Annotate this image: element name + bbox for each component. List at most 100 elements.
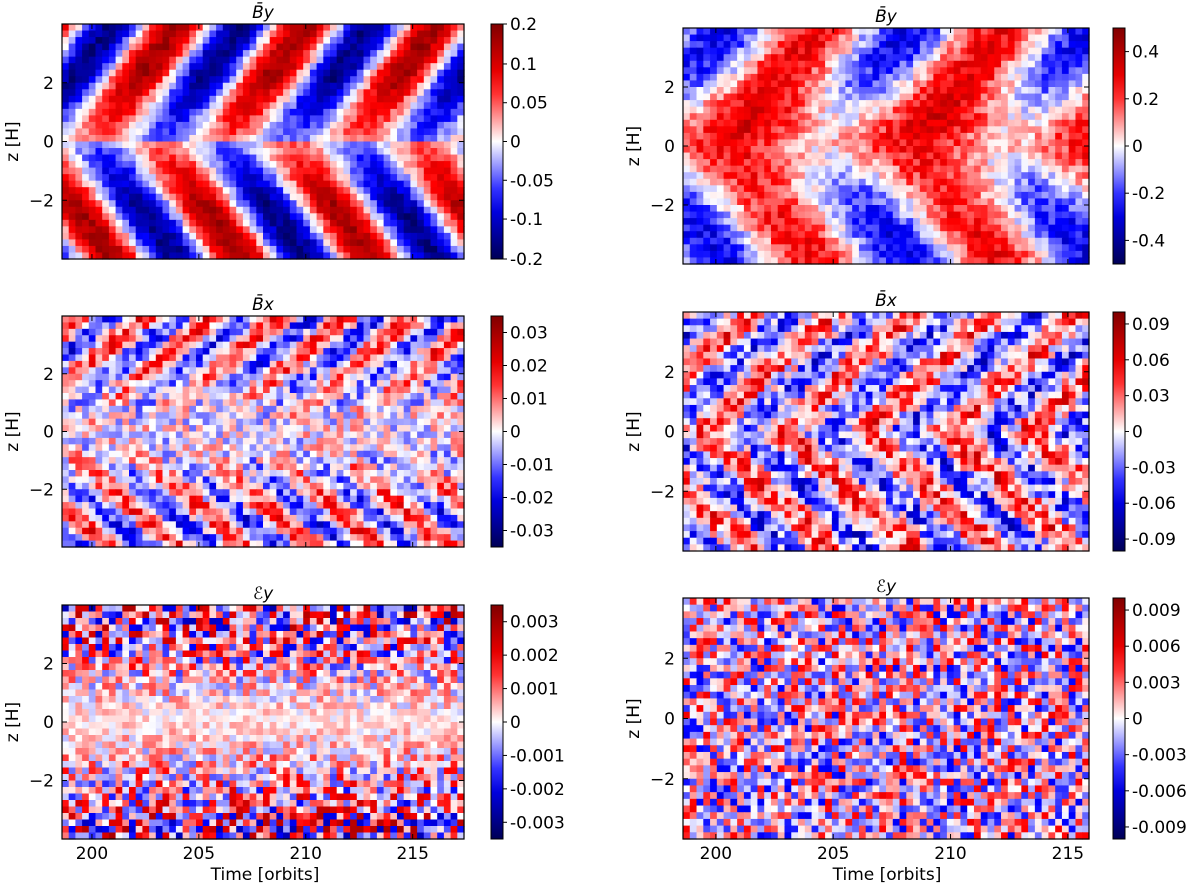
- heatmap-cell: [764, 54, 772, 62]
- heatmap-cell: [777, 126, 786, 134]
- heatmap-cell: [1001, 191, 1009, 200]
- heatmap-cell: [296, 174, 304, 182]
- heatmap-cell: [263, 219, 271, 227]
- heatmap-cell: [443, 226, 452, 234]
- heatmap-cell: [757, 250, 765, 259]
- heatmap-cell: [417, 121, 425, 130]
- heatmap-cell: [403, 180, 411, 188]
- heatmap-cell: [95, 89, 103, 97]
- heatmap-cell: [142, 322, 150, 330]
- heatmap-cell: [703, 152, 711, 160]
- heatmap-cell: [363, 367, 371, 375]
- heatmap-cell: [209, 245, 217, 254]
- heatmap-cell: [356, 43, 365, 51]
- heatmap-cell: [303, 82, 311, 90]
- heatmap-cell: [142, 69, 150, 77]
- heatmap-cell: [336, 335, 344, 343]
- heatmap-cell: [953, 159, 962, 167]
- heatmap-cell: [88, 43, 97, 51]
- heatmap-cell: [370, 187, 378, 195]
- heatmap-cell: [330, 141, 338, 149]
- heatmap-cell: [75, 148, 83, 156]
- heatmap-cell: [457, 328, 465, 336]
- heatmap-cell: [723, 34, 731, 42]
- heatmap-cell: [757, 218, 765, 226]
- heatmap-cell: [397, 219, 405, 227]
- heatmap-cell: [1055, 41, 1063, 49]
- heatmap-cell: [370, 360, 378, 368]
- heatmap-cell: [926, 231, 934, 239]
- heatmap-cell: [858, 67, 867, 75]
- heatmap-cell: [1048, 67, 1056, 75]
- heatmap-cell: [216, 360, 224, 368]
- heatmap-cell: [804, 113, 813, 121]
- heatmap-cell: [229, 30, 237, 38]
- heatmap-cell: [791, 185, 799, 193]
- heatmap-cell: [1007, 231, 1016, 239]
- heatmap-cell: [845, 73, 853, 82]
- heatmap-cell: [791, 146, 799, 154]
- heatmap-cell: [987, 60, 995, 68]
- heatmap-cell: [276, 245, 284, 254]
- heatmap-cell: [269, 252, 277, 260]
- heatmap-cell: [879, 34, 887, 42]
- heatmap-cell: [784, 93, 792, 101]
- heatmap-cell: [383, 354, 391, 362]
- heatmap-cell: [330, 30, 338, 38]
- heatmap-cell: [303, 348, 311, 356]
- heatmap-cell: [973, 132, 982, 141]
- heatmap-cell: [764, 80, 772, 88]
- heatmap-cell: [1034, 146, 1043, 154]
- heatmap-cell: [750, 47, 759, 55]
- heatmap-cell: [142, 82, 150, 90]
- heatmap-cell: [336, 50, 344, 58]
- heatmap-cell: [443, 348, 452, 356]
- heatmap-cell: [1055, 205, 1063, 213]
- heatmap-cell: [169, 245, 177, 254]
- heatmap-cell: [683, 106, 691, 114]
- heatmap-cell: [919, 224, 928, 232]
- heatmap-cell: [1007, 28, 1016, 36]
- heatmap-cell: [730, 126, 738, 134]
- heatmap-cell: [216, 187, 224, 195]
- heatmap-cell: [683, 257, 691, 265]
- heatmap-cell: [68, 239, 76, 247]
- heatmap-cell: [750, 126, 759, 134]
- heatmap-cell: [397, 232, 405, 241]
- heatmap-cell: [825, 28, 833, 36]
- heatmap-cell: [175, 335, 184, 343]
- heatmap-cell: [383, 174, 391, 182]
- heatmap-cell: [283, 206, 291, 214]
- heatmap-cell: [383, 316, 391, 324]
- heatmap-cell: [1061, 73, 1070, 82]
- heatmap-cell: [716, 231, 725, 239]
- heatmap-cell: [689, 159, 698, 167]
- heatmap-cell: [296, 167, 304, 175]
- heatmap-cell: [269, 161, 277, 169]
- heatmap-cell: [202, 232, 210, 241]
- heatmap-cell: [149, 76, 157, 84]
- heatmap-cell: [1007, 185, 1016, 193]
- heatmap-cell: [430, 43, 438, 51]
- heatmap-cell: [443, 316, 452, 324]
- heatmap-cell: [906, 34, 914, 42]
- heatmap-cell: [323, 239, 331, 247]
- heatmap-cell: [175, 252, 184, 260]
- heatmap-cell: [88, 154, 97, 162]
- heatmap-cell: [62, 360, 70, 368]
- heatmap-cell: [323, 213, 331, 221]
- heatmap-cell: [303, 141, 311, 149]
- heatmap-cell: [129, 141, 137, 149]
- heatmap-cell: [838, 244, 846, 252]
- heatmap-cell: [82, 108, 90, 116]
- heatmap-cell: [129, 373, 137, 381]
- heatmap-cell: [356, 154, 365, 162]
- heatmap-cell: [831, 237, 840, 245]
- heatmap-cell: [1061, 146, 1070, 154]
- heatmap-cell: [940, 237, 948, 245]
- heatmap-cell: [737, 205, 745, 213]
- heatmap-cell: [283, 239, 291, 247]
- heatmap-cell: [689, 146, 698, 154]
- heatmap-cell: [62, 367, 70, 375]
- heatmap-cell: [730, 159, 738, 167]
